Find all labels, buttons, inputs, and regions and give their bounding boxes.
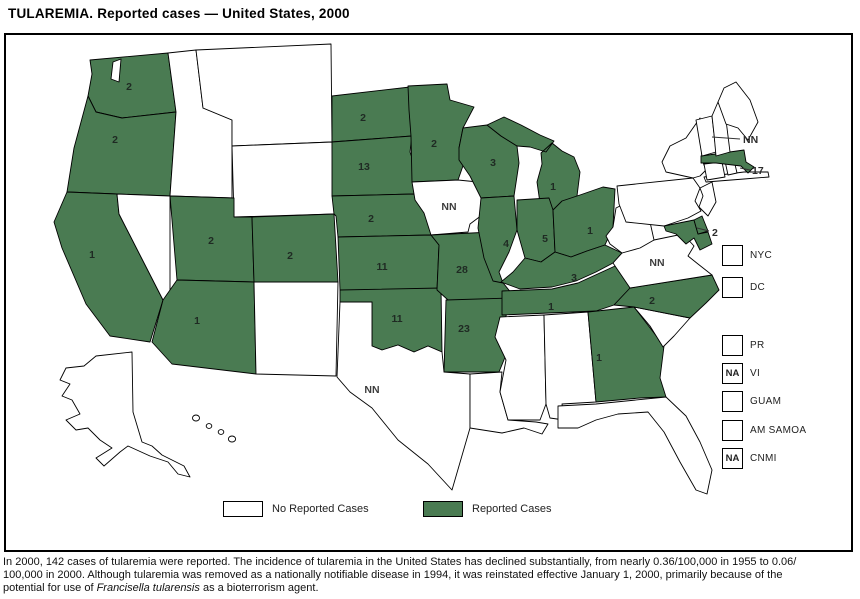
state-PA xyxy=(616,177,702,227)
territory-box-pr xyxy=(722,335,743,356)
state-label-IA-NN: NN xyxy=(441,201,456,213)
state-label-WI: 3 xyxy=(490,157,496,169)
legend-label-cases: Reported Cases xyxy=(472,503,552,515)
state-IA xyxy=(411,179,488,236)
state-NM xyxy=(253,281,339,377)
state-WY xyxy=(231,141,335,218)
callouts: NN 17 2 xyxy=(696,134,764,239)
territory-box-cnmi: NA xyxy=(722,448,743,469)
territory-row-am-samoa: AM SAMOA xyxy=(722,420,852,441)
state-SD xyxy=(331,135,418,197)
territory-box-guam xyxy=(722,391,743,412)
territory-row-cnmi: NA CNMI xyxy=(722,448,852,469)
territory-row-nyc: NYC xyxy=(722,245,852,266)
state-label-KY: 3 xyxy=(571,272,577,284)
state-LA xyxy=(469,371,549,435)
state-CO xyxy=(251,213,339,283)
legend-swatch-no-cases xyxy=(223,501,263,517)
legend-swatch-cases xyxy=(423,501,463,517)
territory-label-dc: DC xyxy=(750,282,766,293)
territory-row-guam: GUAM xyxy=(722,391,852,412)
state-ME xyxy=(717,81,759,141)
state-label-NC: 2 xyxy=(649,295,655,307)
page-title: TULAREMIA. Reported cases — United State… xyxy=(8,6,350,21)
puget-sound-inlet xyxy=(110,58,122,83)
state-label-AZ: 1 xyxy=(194,315,200,327)
caption-line-3-post: as a bioterrorism agent. xyxy=(199,582,319,595)
state-AL xyxy=(543,311,597,421)
state-label-AR: 23 xyxy=(458,323,470,335)
callout-label-MA-17: 17 xyxy=(752,165,764,177)
state-ND xyxy=(331,86,413,143)
state-label-VA-NN: NN xyxy=(649,257,664,269)
state-label-IN: 5 xyxy=(542,233,548,245)
callout-line-MA xyxy=(739,167,751,171)
state-shapes xyxy=(53,43,770,495)
legend-label-no-cases: No Reported Cases xyxy=(272,503,369,515)
state-HI-island xyxy=(217,429,225,435)
territory-label-am-samoa: AM SAMOA xyxy=(750,425,807,436)
territory-label-cnmi: CNMI xyxy=(750,453,777,464)
state-label-OR: 2 xyxy=(112,134,118,146)
state-KS xyxy=(337,234,440,291)
state-HI-island xyxy=(205,423,213,429)
state-label-MN: 2 xyxy=(431,138,437,150)
state-label-IL: 4 xyxy=(503,238,509,250)
callout-line-NH xyxy=(711,136,741,140)
territory-box-dc xyxy=(722,277,743,298)
state-label-CA: 1 xyxy=(89,249,95,261)
state-TX xyxy=(336,301,471,491)
caption-species-name: Francisella tularensis xyxy=(96,582,200,595)
state-label-MO: 28 xyxy=(456,264,468,276)
state-AK xyxy=(59,351,191,478)
state-FL xyxy=(557,396,713,495)
state-label-UT: 2 xyxy=(208,235,214,247)
callout-label-DE-MD-2: 2 xyxy=(712,227,718,239)
state-NC xyxy=(613,274,720,319)
state-label-CO: 2 xyxy=(287,250,293,262)
state-label-OH: 1 xyxy=(587,225,593,237)
territory-box-am-samoa xyxy=(722,420,743,441)
state-label-MI: 1 xyxy=(550,181,556,193)
state-label-GA: 1 xyxy=(596,352,602,364)
caption-line-2: 100,000 in 2000. Although tularemia was … xyxy=(3,569,783,582)
caption-line-3: potential for use of Francisella tularen… xyxy=(3,582,858,595)
territory-box-nyc xyxy=(722,245,743,266)
territory-label-pr: PR xyxy=(750,340,765,351)
territory-label-vi: VI xyxy=(750,368,761,379)
caption-line-1: In 2000, 142 cases of tularemia were rep… xyxy=(3,556,797,568)
state-WA xyxy=(87,52,177,119)
state-label-OK: 11 xyxy=(391,313,402,325)
state-NJ xyxy=(698,181,717,217)
state-label-NE: 2 xyxy=(368,213,374,225)
state-HI-island xyxy=(227,435,237,443)
state-label-ND: 2 xyxy=(360,112,366,124)
territory-label-nyc: NYC xyxy=(750,250,773,261)
territory-row-vi: NA VI xyxy=(722,363,852,384)
callout-label-NH-NN: NN xyxy=(743,134,758,146)
territory-label-guam: GUAM xyxy=(750,396,782,407)
state-HI-island xyxy=(192,414,200,422)
state-label-SD: 13 xyxy=(358,161,370,173)
state-value-labels: 2 2 1 2 1 2 2 13 2 11 11 2 3 1 28 23 4 5… xyxy=(89,81,665,396)
territory-row-pr: PR xyxy=(722,335,852,356)
state-KY xyxy=(500,244,623,290)
territory-row-dc: DC xyxy=(722,277,852,298)
callout-line-DE-MD xyxy=(696,227,710,232)
state-IL xyxy=(477,195,518,284)
state-CT xyxy=(703,161,726,181)
state-label-WA: 2 xyxy=(126,81,132,93)
state-AZ xyxy=(151,279,257,375)
state-label-TX-NN: NN xyxy=(364,384,379,396)
state-MA xyxy=(700,149,755,174)
state-label-TN: 1 xyxy=(548,301,554,313)
caption-line-3-pre: potential for use of xyxy=(3,582,97,595)
state-IN xyxy=(516,197,556,263)
figure-caption: In 2000, 142 cases of tularemia were rep… xyxy=(3,556,858,596)
state-label-KS: 11 xyxy=(376,261,387,273)
territory-box-vi: NA xyxy=(722,363,743,384)
